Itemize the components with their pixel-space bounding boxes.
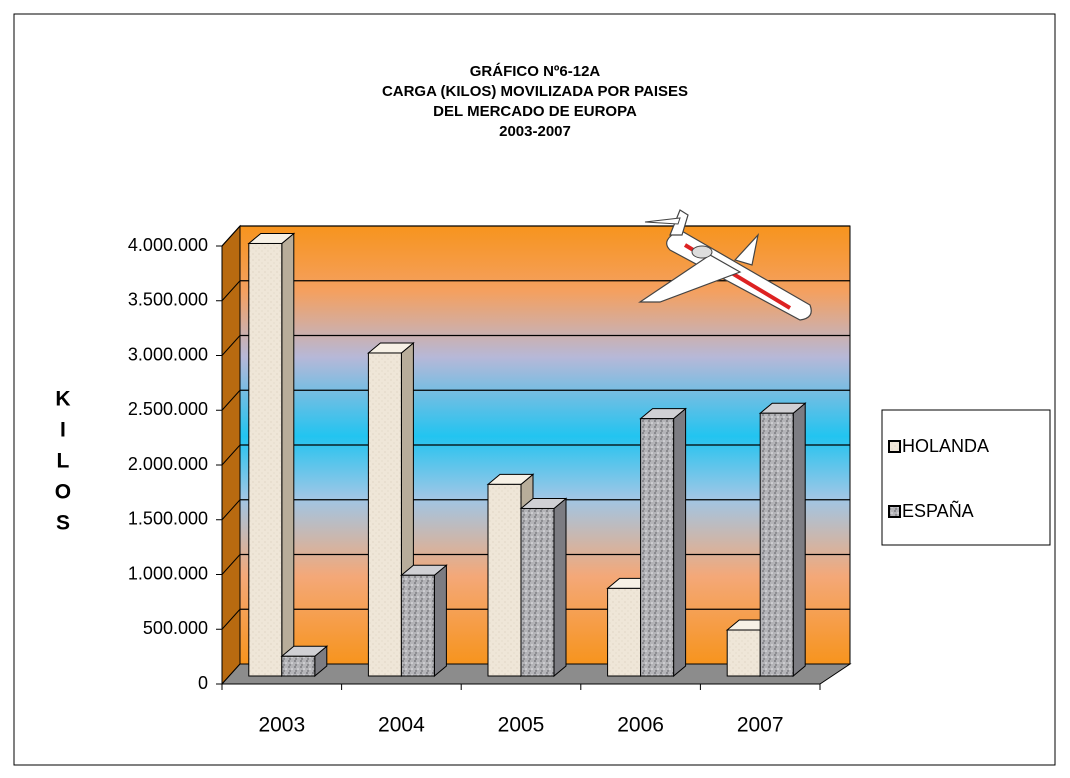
y-tick-label: 1.500.000 — [128, 509, 208, 529]
bar-3d — [367, 341, 415, 678]
bar — [607, 587, 642, 677]
bar — [726, 629, 761, 677]
bar-3d — [247, 232, 296, 678]
x-tick-label: 2007 — [737, 714, 784, 737]
chart-title: DEL MERCADO DE EUROPA — [433, 103, 637, 120]
y-tick-label: 4.000.000 — [128, 235, 208, 255]
bar-side — [433, 564, 447, 678]
bar — [400, 574, 435, 677]
legend-label: ESPAÑA — [902, 500, 974, 521]
grid-line-side — [221, 389, 241, 411]
y-tick-label: 3.000.000 — [128, 344, 208, 364]
grid-line-side — [221, 554, 241, 575]
grid-line-side — [221, 608, 241, 630]
y-tick-label: 3.500.000 — [128, 290, 208, 310]
grid-line-side — [221, 225, 241, 247]
y-tick-label: 0 — [198, 673, 208, 693]
chart-title: 2003-2007 — [499, 123, 571, 140]
bar-side — [281, 232, 295, 678]
y-tick-label: 1.000.000 — [128, 563, 208, 583]
legend-swatch — [888, 505, 901, 518]
bar — [759, 412, 794, 677]
bar-3d — [280, 645, 329, 678]
grid-line-side — [221, 335, 241, 356]
bar-3d — [519, 497, 568, 678]
bar-3d — [758, 402, 807, 678]
y-tick-label: 2.000.000 — [128, 454, 208, 474]
x-tick-label: 2005 — [498, 714, 545, 737]
bar-side — [792, 402, 806, 678]
bar — [248, 242, 283, 677]
bar-side — [673, 407, 687, 678]
y-tick-label: 2.500.000 — [128, 399, 208, 419]
chart-title: GRÁFICO Nº6-12A — [470, 63, 601, 80]
legend-swatch — [888, 440, 901, 453]
bar-side — [553, 497, 567, 678]
bar — [640, 418, 675, 677]
bar — [520, 507, 555, 677]
bar — [281, 655, 316, 677]
legend — [881, 409, 1051, 546]
y-tick-label: 500.000 — [143, 618, 208, 638]
chart-title: CARGA (KILOS) MOVILIZADA POR PAISES — [382, 83, 688, 100]
x-tick-label: 2003 — [258, 714, 305, 737]
grid-line-side — [221, 444, 241, 466]
legend-label: HOLANDA — [902, 436, 989, 456]
bar-3d — [639, 407, 687, 678]
grid-line-side — [221, 499, 241, 521]
x-tick-label: 2006 — [617, 714, 664, 737]
grid-line-side — [221, 280, 241, 302]
airplane — [638, 209, 812, 321]
y-axis-title: KILOS — [51, 388, 74, 543]
bar — [487, 483, 522, 677]
x-tick-label: 2004 — [378, 714, 425, 737]
plot-area — [220, 224, 852, 686]
bar — [367, 352, 402, 677]
bar-3d — [400, 564, 448, 678]
